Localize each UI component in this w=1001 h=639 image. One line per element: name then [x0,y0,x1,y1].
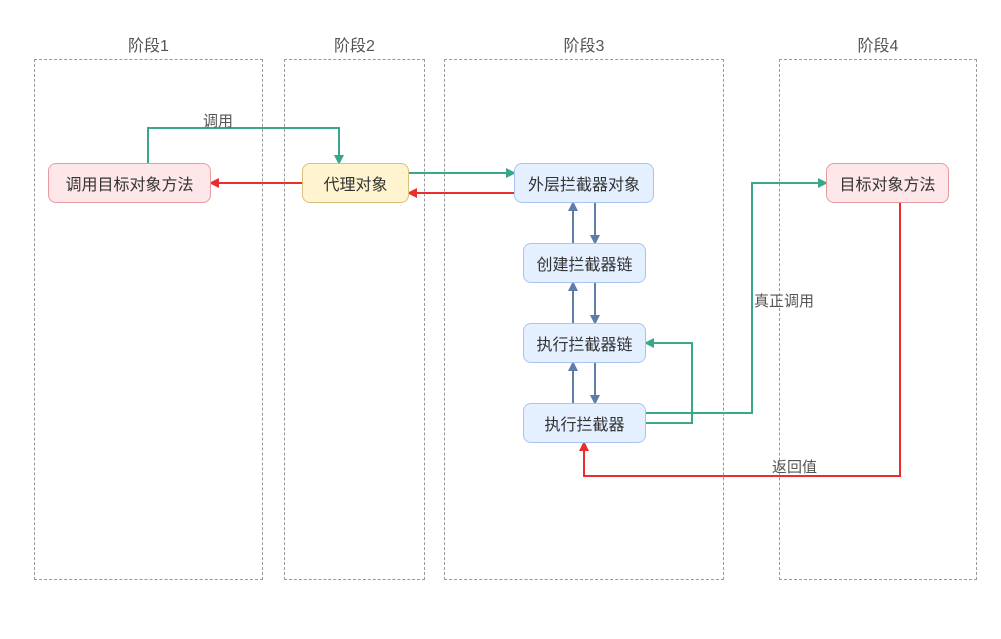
node-target-method: 目标对象方法 [826,163,949,203]
stage4-frame: 阶段4 [779,59,977,580]
node-exec-interceptor: 执行拦截器 [523,403,646,443]
node-build-chain: 创建拦截器链 [523,243,646,283]
node-call-target-method: 调用目标对象方法 [48,163,211,203]
stage3-title: 阶段3 [445,32,723,56]
stage3-frame: 阶段3 [444,59,724,580]
lbl-invoke: 调用 [203,110,233,131]
lbl-real-invoke: 真正调用 [754,290,814,311]
stage4-title: 阶段4 [780,32,976,56]
node-outer-interceptor: 外层拦截器对象 [514,163,654,203]
stage2-frame: 阶段2 [284,59,425,580]
stage1-frame: 阶段1 [34,59,263,580]
lbl-return: 返回值 [772,456,817,477]
stage2-title: 阶段2 [285,32,424,56]
node-proxy-object: 代理对象 [302,163,409,203]
stage1-title: 阶段1 [35,32,262,56]
node-exec-chain: 执行拦截器链 [523,323,646,363]
